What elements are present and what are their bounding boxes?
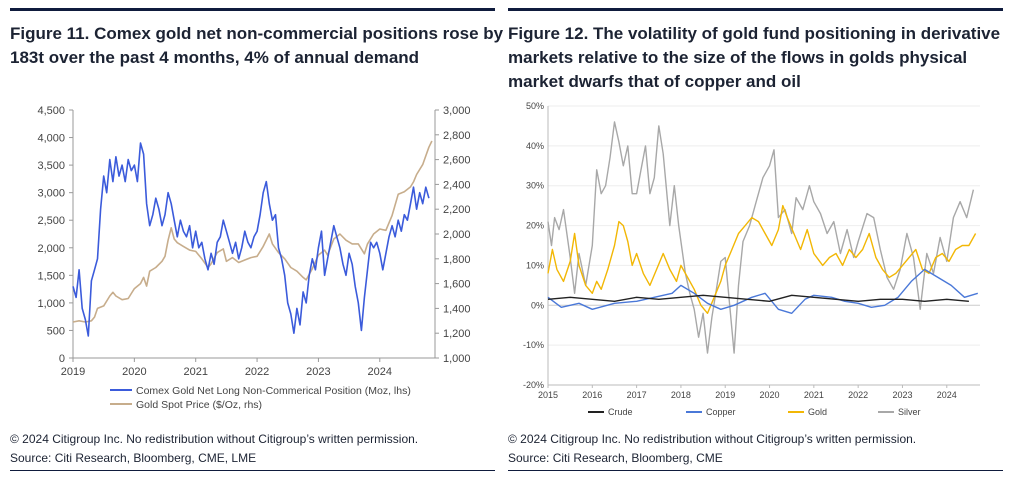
figure-12-chart: -20% -10% 0% 10% 20% 30% 40% 50% 2015 2016 2017 201… — [523, 101, 980, 417]
y-left-tick-label: 2,000 — [37, 243, 65, 255]
top-rule-right — [508, 8, 1003, 11]
figure-11-panel: Figure 11. Comex gold net non-commercial… — [10, 0, 505, 480]
y-tick-label: -10% — [523, 340, 544, 350]
legend-label: Copper — [706, 407, 736, 417]
x-tick-label: 2023 — [892, 390, 912, 400]
y-right-tick-label: 2,600 — [443, 155, 471, 167]
figure-12-source: Source: Citi Research, Bloomberg, CME — [508, 451, 723, 465]
y-left-tick-label: 2,500 — [37, 215, 65, 227]
x-tick-label: 2020 — [122, 366, 146, 378]
y-tick-label: 50% — [526, 101, 544, 111]
figure-12-panel: Figure 12. The volatility of gold fund p… — [508, 0, 1003, 480]
figure-11-source: Source: Citi Research, Bloomberg, CME, L… — [10, 451, 257, 465]
x-tick-label: 2018 — [671, 390, 691, 400]
silver-series — [547, 121, 975, 354]
bottom-rule-right — [508, 470, 1003, 471]
y-tick-label: 40% — [526, 141, 544, 151]
crude-series — [547, 294, 969, 302]
y-left-tick-label: 500 — [47, 325, 65, 337]
top-rule-left — [10, 8, 495, 11]
figure-12-copyright: © 2024 Citigroup Inc. No redistribution … — [508, 432, 917, 446]
legend-label: Silver — [898, 407, 921, 417]
x-tick-label: 2017 — [627, 390, 647, 400]
y-left-tick-label: 1,000 — [37, 298, 65, 310]
y-right-tick-label: 1,800 — [443, 254, 471, 266]
x-tick-label: 2019 — [715, 390, 735, 400]
y-right-tick-label: 1,000 — [443, 353, 471, 365]
y-tick-label: -20% — [523, 380, 544, 390]
x-tick-label: 2016 — [582, 390, 602, 400]
y-right-tick-label: 3,000 — [443, 105, 471, 117]
x-tick-label: 2021 — [804, 390, 824, 400]
bottom-rule-left — [10, 470, 495, 471]
gold-spot-price-series — [72, 140, 433, 323]
legend-label: Comex Gold Net Long Non-Commerical Posit… — [136, 385, 411, 397]
y-left-tick-label: 3,000 — [37, 188, 65, 200]
figure-11-title: Figure 11. Comex gold net non-commercial… — [10, 24, 504, 67]
y-left-tick-label: 1,500 — [37, 270, 65, 282]
y-left-tick-label: 4,000 — [37, 133, 65, 145]
y-left-tick-label: 3,500 — [37, 160, 65, 172]
figure-11-copyright: © 2024 Citigroup Inc. No redistribution … — [10, 432, 419, 446]
copper-series — [547, 268, 979, 314]
legend-label: Gold Spot Price ($/Oz, rhs) — [136, 399, 262, 411]
gold-series — [547, 204, 977, 314]
y-right-tick-label: 2,000 — [443, 229, 471, 241]
x-tick-label: 2024 — [368, 366, 392, 378]
comex-net-long-series — [72, 142, 430, 337]
x-tick-label: 2022 — [848, 390, 868, 400]
y-left-tick-label: 0 — [59, 353, 65, 365]
legend-label: Crude — [608, 407, 633, 417]
x-tick-label: 2022 — [245, 366, 269, 378]
y-left-tick-label: 4,500 — [37, 105, 65, 117]
figure-11-chart: 0 500 1,000 1,500 2,000 2,500 3,000 3,500 4,000 4… — [37, 105, 471, 411]
y-tick-label: 10% — [526, 260, 544, 270]
y-right-tick-label: 1,400 — [443, 303, 471, 315]
figure-12-title: Figure 12. The volatility of gold fund p… — [508, 24, 1001, 91]
x-tick-label: 2021 — [183, 366, 207, 378]
y-right-tick-label: 1,600 — [443, 279, 471, 291]
y-right-tick-label: 2,200 — [443, 204, 471, 216]
y-right-tick-label: 2,800 — [443, 130, 471, 142]
x-tick-label: 2019 — [61, 366, 85, 378]
x-tick-label: 2024 — [937, 390, 957, 400]
x-tick-label: 2023 — [306, 366, 330, 378]
y-tick-label: 30% — [526, 181, 544, 191]
y-right-tick-label: 1,200 — [443, 328, 471, 340]
y-tick-label: 20% — [526, 221, 544, 231]
y-right-tick-label: 2,400 — [443, 179, 471, 191]
legend-label: Gold — [808, 407, 827, 417]
x-tick-label: 2020 — [760, 390, 780, 400]
y-tick-label: 0% — [531, 300, 544, 310]
x-tick-label: 2015 — [538, 390, 558, 400]
